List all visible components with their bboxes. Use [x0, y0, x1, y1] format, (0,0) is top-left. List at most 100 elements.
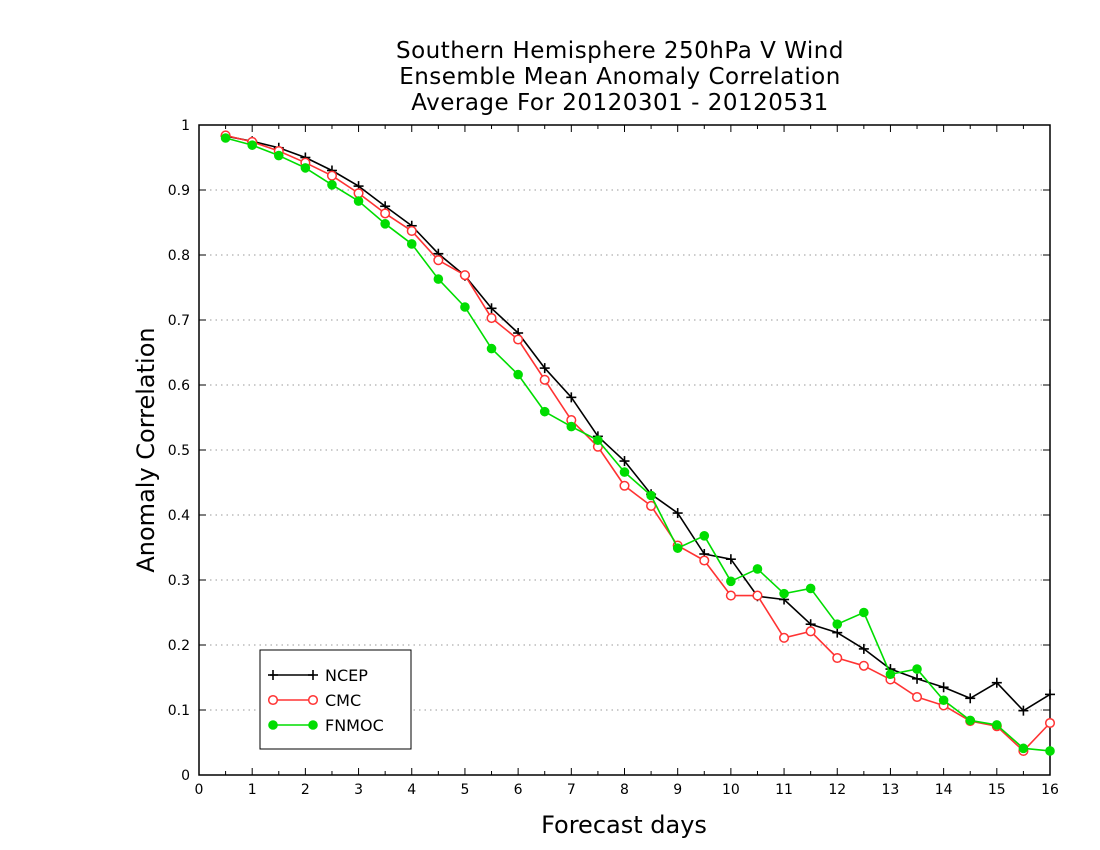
series-cmc-point — [699, 555, 710, 566]
series-ncep-point — [832, 627, 843, 638]
series-ncep — [220, 131, 1055, 716]
legend-label-fnmoc: FNMOC — [325, 716, 384, 735]
series-cmc-point — [646, 500, 657, 511]
series-fnmoc-point — [593, 435, 603, 446]
series-cmc-point — [858, 660, 869, 671]
series-fnmoc-point — [247, 140, 257, 150]
y-tick-label: 1 — [181, 118, 190, 134]
series-fnmoc-point — [353, 196, 364, 206]
series-fnmoc-point — [992, 720, 1002, 730]
series-ncep-point — [965, 693, 976, 704]
series-fnmoc-point — [965, 715, 976, 726]
y-tick-label: 0 — [181, 768, 190, 784]
legend-label-ncep: NCEP — [325, 666, 368, 685]
series-fnmoc-point — [406, 239, 417, 249]
series-ncep-point — [1045, 689, 1055, 700]
legend-item-cmc: CMC — [267, 691, 361, 710]
series-fnmoc-point — [885, 669, 896, 680]
x-tick-label: 7 — [567, 782, 576, 798]
series-fnmoc-point — [726, 576, 736, 587]
series-ncep-point — [938, 682, 949, 693]
x-tick-label: 3 — [354, 782, 363, 798]
y-tick-label: 0.8 — [168, 248, 190, 264]
series-fnmoc-point — [273, 150, 284, 161]
series-cmc-point — [832, 652, 843, 664]
x-tick-label: 8 — [620, 782, 629, 798]
series-cmc-point — [433, 255, 444, 266]
series-cmc-point — [619, 480, 630, 491]
y-axis-title: Anomaly Correlation — [132, 327, 160, 572]
series-fnmoc-point — [752, 564, 763, 574]
y-tick-label: 0.6 — [168, 378, 190, 394]
series-fnmoc-point — [1045, 746, 1055, 756]
series-fnmoc — [220, 133, 1055, 756]
legend: NCEP CMC FNMOC — [259, 649, 412, 750]
series-fnmoc-point — [1018, 743, 1029, 754]
x-tick-label: 1 — [248, 782, 257, 798]
x-tick-label: 16 — [1041, 782, 1059, 798]
chart-title-line-1: Southern Hemisphere 250hPa V Wind — [396, 38, 844, 64]
x-tick-label: 5 — [460, 782, 469, 798]
x-tick-label: 11 — [775, 782, 793, 798]
series-fnmoc-point — [672, 543, 683, 553]
legend-cmc-point — [267, 694, 279, 706]
y-tick-label: 0.2 — [168, 638, 190, 654]
series-fnmoc-point — [779, 588, 789, 599]
series-ncep-line — [225, 135, 1051, 712]
series-fnmoc-point — [486, 343, 497, 354]
legend-ncep-point — [268, 670, 278, 680]
legend-ncep-point — [308, 670, 318, 680]
x-axis-title: Forecast days — [541, 811, 707, 839]
chart-title-line-2: Ensemble Mean Anomaly Correlation — [399, 64, 841, 90]
x-tick-label: 10 — [722, 782, 740, 798]
series-cmc-point — [725, 590, 736, 601]
series-cmc-point — [779, 632, 790, 643]
series-fnmoc-point — [566, 421, 577, 432]
series-fnmoc-point — [619, 467, 630, 477]
series-ncep-point — [486, 303, 497, 314]
series-cmc-point — [513, 334, 524, 345]
series-ncep-point — [619, 456, 630, 467]
y-tick-label: 0.1 — [168, 703, 190, 719]
series-fnmoc-point — [300, 163, 311, 173]
x-tick-label: 9 — [673, 782, 682, 798]
series-layer — [220, 130, 1056, 757]
series-fnmoc-point — [646, 490, 656, 501]
y-tick-label: 0.9 — [168, 183, 190, 199]
series-ncep-point — [539, 363, 550, 374]
legend-fnmoc-point — [268, 720, 278, 730]
series-cmc-point — [539, 374, 550, 385]
series-cmc-point — [380, 208, 391, 219]
legend-cmc-point — [307, 694, 319, 706]
series-ncep-point — [991, 677, 1002, 688]
legend-item-ncep: NCEP — [268, 666, 368, 685]
series-fnmoc-point — [699, 531, 710, 541]
series-cmc-point — [406, 225, 417, 236]
series-fnmoc-point — [327, 180, 337, 190]
chart-title-line-3: Average For 20120301 - 20120531 — [411, 90, 829, 116]
x-tick-label: 6 — [514, 782, 523, 798]
x-tick-label: 0 — [195, 782, 204, 798]
series-fnmoc-point — [513, 369, 523, 380]
legend-label-cmc: CMC — [325, 691, 361, 710]
gridlines — [199, 189, 1050, 711]
series-cmc-point — [486, 313, 497, 324]
series-fnmoc-point — [380, 219, 390, 229]
series-cmc-point — [326, 170, 338, 181]
series-fnmoc-point — [539, 406, 550, 417]
y-tick-label: 0.5 — [168, 443, 190, 459]
series-fnmoc-point — [832, 619, 843, 630]
series-fnmoc-point — [938, 695, 949, 706]
x-tick-label: 4 — [407, 782, 416, 798]
x-tick-label: 13 — [882, 782, 900, 798]
x-tick-label: 2 — [301, 782, 310, 798]
series-ncep-point — [858, 643, 869, 654]
series-cmc-point — [911, 691, 923, 703]
axis-ticks: 00.10.20.30.40.50.60.70.80.910 1 2 3 4 5 6 7 8 9 1… — [168, 118, 1059, 798]
series-fnmoc-point — [220, 133, 231, 143]
series-fnmoc-point — [805, 583, 816, 594]
series-cmc-point — [1044, 717, 1056, 729]
series-fnmoc-point — [433, 274, 444, 284]
y-tick-label: 0.7 — [168, 313, 190, 329]
